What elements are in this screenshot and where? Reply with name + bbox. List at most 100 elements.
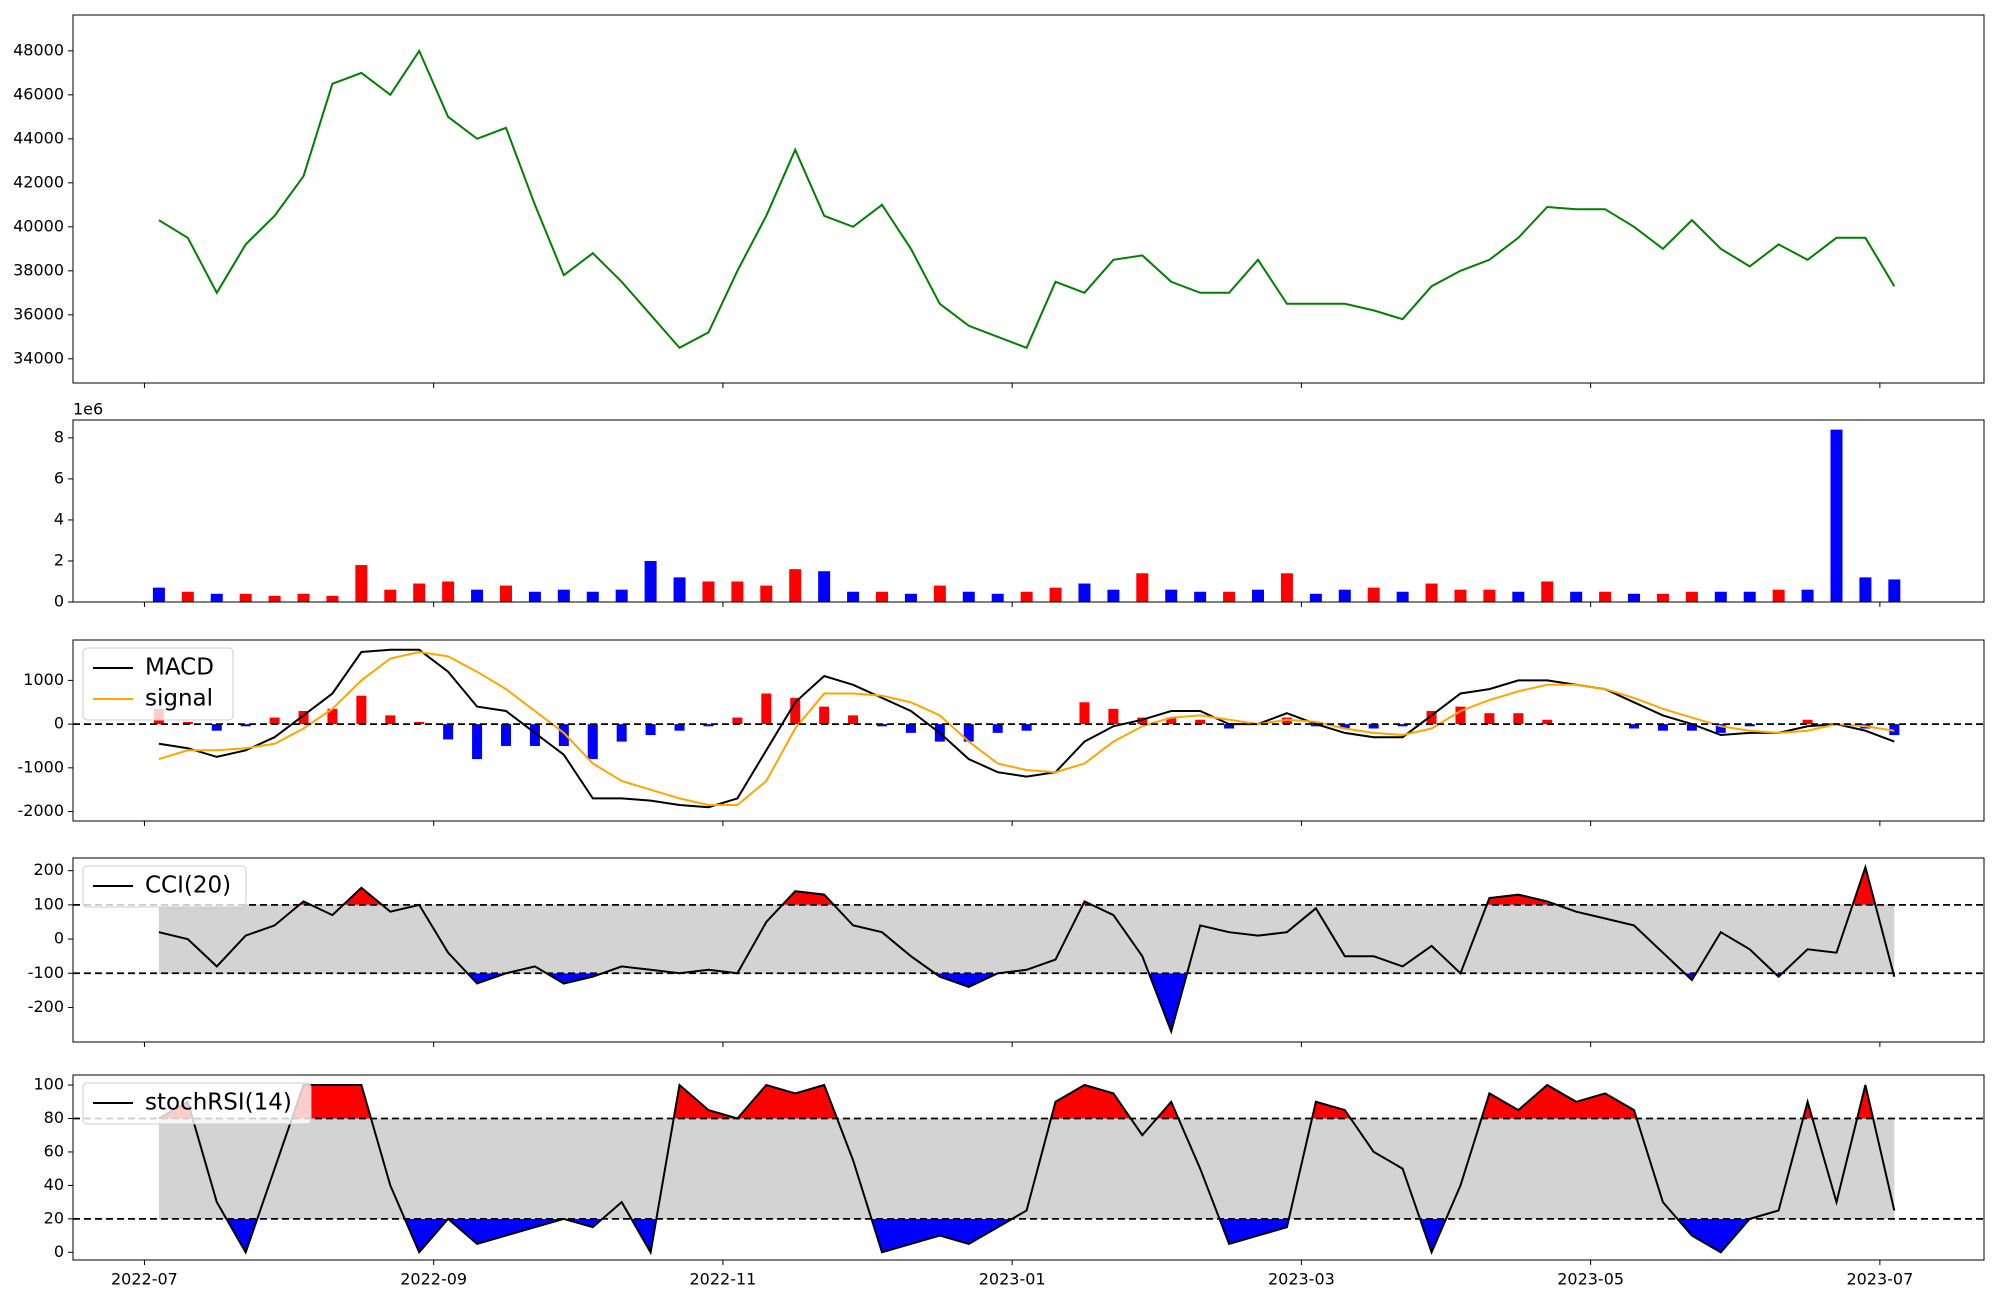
- offset-label: 1e6: [73, 400, 103, 419]
- y-tick-label: 42000: [13, 172, 64, 191]
- y-tick-label: 60: [44, 1141, 64, 1160]
- volume-bar: [557, 589, 570, 602]
- volume-bar: [1396, 591, 1409, 602]
- indicator-line: [158, 1083, 1896, 1256]
- y-tick-label: 40000: [13, 216, 64, 235]
- histogram-bar: [1108, 708, 1119, 725]
- volume-bar: [1599, 591, 1612, 602]
- indicator-line: [158, 650, 1895, 806]
- volume-bar: [1656, 593, 1669, 602]
- panel: 0 2 4 6 8 1e6: [54, 400, 1985, 611]
- panel: 34000 36000 38000 40000 42000 44000 46000 48000: [13, 14, 1985, 388]
- volume-bar: [1628, 593, 1641, 602]
- histogram-bar: [1802, 719, 1813, 725]
- histogram-bar: [1310, 724, 1321, 727]
- y-tick-label: -100: [28, 963, 64, 982]
- histogram-bar: [732, 717, 743, 725]
- volume-bar: [1541, 581, 1554, 602]
- volume-bar: [297, 593, 310, 602]
- histogram-bar: [1281, 717, 1292, 725]
- panel: -200 -100 0 100 200 CCI(20): [28, 857, 1985, 1047]
- volume-bar: [1367, 587, 1380, 602]
- legend-label: signal: [145, 686, 213, 712]
- volume-bar: [471, 589, 484, 602]
- indicator-line: [158, 863, 1896, 1035]
- y-tick-label: 0: [54, 714, 64, 733]
- panel-frame: [72, 419, 1985, 603]
- legend-box: [82, 647, 234, 721]
- histogram-bar: [211, 724, 222, 731]
- histogram-bar: [269, 717, 280, 725]
- histogram-bar: [182, 721, 193, 725]
- y-tick-label: 80: [44, 1108, 64, 1127]
- histogram-bar: [356, 695, 367, 725]
- panel: -2000 -1000 0 1000 MACD signal: [18, 639, 1985, 826]
- histogram-bar: [587, 724, 598, 760]
- histogram-bar: [1657, 724, 1668, 731]
- y-tick-label: 0: [54, 1242, 64, 1261]
- volume-bar: [528, 591, 541, 602]
- volume-bar: [991, 593, 1004, 602]
- volume-bar: [1743, 591, 1756, 602]
- histogram-bar: [963, 724, 974, 742]
- histogram-bar: [1484, 713, 1495, 725]
- histogram-bar: [529, 724, 540, 746]
- volume-bar: [1280, 573, 1293, 602]
- panel-frame: [72, 857, 1985, 1043]
- histogram-bar: [1629, 724, 1640, 729]
- volume-bar: [673, 577, 686, 602]
- histogram-bar: [703, 724, 714, 727]
- volume-bar: [1888, 579, 1901, 602]
- y-tick-label: -1000: [18, 757, 65, 776]
- legend-box: [82, 865, 247, 908]
- volume-bar: [876, 591, 889, 602]
- histogram-bar: [1339, 724, 1350, 729]
- y-tick-label: -200: [28, 997, 64, 1016]
- x-tick-label: 2022-11: [689, 1270, 756, 1289]
- volume-bar: [1020, 591, 1033, 602]
- y-tick-label: 200: [33, 860, 64, 879]
- overbought-fill: [158, 1085, 1874, 1119]
- volume-bar: [1512, 591, 1525, 602]
- panel-frame: [72, 1074, 1985, 1261]
- y-tick-label: 48000: [13, 40, 64, 59]
- histogram-bar: [877, 724, 888, 727]
- y-tick-label: 100: [33, 894, 64, 913]
- y-tick-label: 44000: [13, 128, 64, 147]
- volume-bar: [1685, 591, 1698, 602]
- volume-bar: [1772, 589, 1785, 602]
- volume-bar: [644, 560, 657, 602]
- volume-bar: [1570, 591, 1583, 602]
- panel: 0 20 40 60 80 100 2022-07 2022-09 2022-11 2023-01…: [33, 1074, 1985, 1289]
- volume-bar: [1483, 589, 1496, 602]
- y-tick-label: 0: [54, 592, 64, 611]
- histogram-bar: [1021, 724, 1032, 731]
- volume-bar: [1078, 583, 1091, 602]
- volume-bar: [1136, 573, 1149, 602]
- legend-label: stochRSI(14): [145, 1090, 292, 1116]
- volume-bar: [1801, 589, 1814, 602]
- neutral-band: [158, 904, 1895, 974]
- volume-bar: [847, 591, 860, 602]
- histogram-bar: [327, 708, 338, 725]
- y-tick-label: -2000: [18, 801, 65, 820]
- histogram-bar: [500, 724, 511, 746]
- histogram-bar: [1426, 711, 1437, 725]
- volume-bar: [933, 585, 946, 602]
- volume-bar: [152, 587, 165, 602]
- volume-bar: [586, 591, 599, 602]
- histogram-bar: [1079, 702, 1090, 725]
- volume-bar: [355, 565, 368, 602]
- volume-bar: [1830, 429, 1843, 602]
- histogram-bar: [298, 711, 309, 725]
- volume-bar: [239, 593, 252, 602]
- histogram-bar: [1397, 724, 1408, 727]
- volume-bar: [326, 595, 339, 602]
- histogram-bar: [1715, 724, 1726, 733]
- histogram-bar: [848, 715, 859, 725]
- y-tick-label: 20: [44, 1208, 64, 1227]
- legend-label: CCI(20): [145, 873, 231, 899]
- histogram-bar: [819, 706, 830, 725]
- histogram-bar: [443, 724, 454, 740]
- volume-bar: [760, 585, 773, 602]
